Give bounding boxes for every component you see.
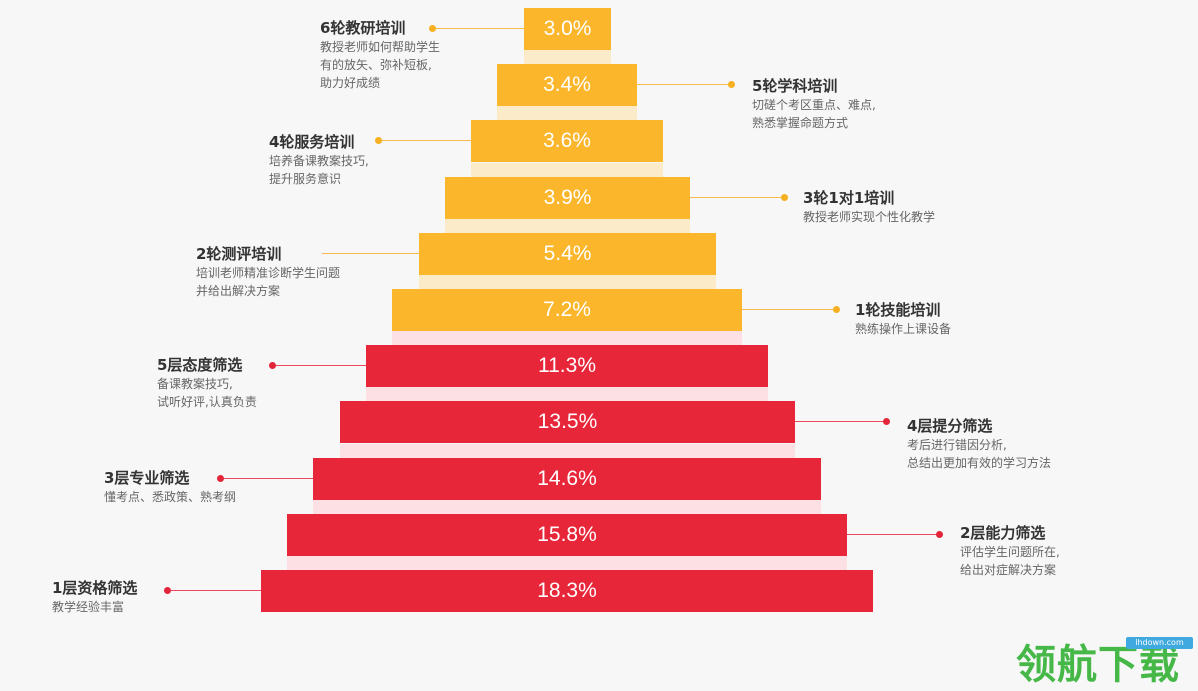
leader-line [436,28,524,29]
pyramid-tier-bar: 3.6% [471,120,663,162]
tier-label: 6轮教研培训教授老师如何帮助学生 有的放矢、弥补短板, 助力好成绩 [320,18,440,92]
step-shadow [419,275,716,289]
tier-description: 试听好评,认真负责 [157,395,257,409]
tier-label: 4层提分筛选考后进行错因分析, 总结出更加有效的学习方法 [907,416,1051,472]
tier-title: 5层态度筛选 [157,356,243,374]
tier-percentage: 15.8% [537,523,597,546]
tier-label: 5层态度筛选备课教案技巧, 试听好评,认真负责 [157,355,257,411]
tier-title: 4层提分筛选 [907,417,993,435]
tier-label: 3层专业筛选懂考点、悉政策、熟考纲 [104,468,236,506]
tier-percentage: 13.5% [537,410,598,433]
step-shadow [471,163,663,177]
leader-dot [164,587,171,594]
step-shadow [313,500,821,514]
tier-percentage: 3.9% [543,186,592,209]
watermark-url: lhdown.com [1126,637,1193,649]
leader-dot [936,531,943,538]
tier-title: 1轮技能培训 [855,301,941,319]
tier-title: 1层资格筛选 [52,579,138,597]
tier-title: 4轮服务培训 [269,133,355,151]
pyramid-tier-bar: 3.4% [497,64,637,106]
tier-percentage: 3.4% [543,73,591,96]
leader-line [382,140,471,141]
leader-dot [728,81,735,88]
leader-line [795,421,886,422]
tier-description: 熟悉掌握命题方式 [752,116,849,130]
leader-dot [217,475,224,482]
pyramid-tier-bar: 3.0% [524,8,611,50]
tier-label: 2轮测评培训培训老师精准诊断学生问题 并给出解决方案 [196,244,340,300]
tier-description: 有的放矢、弥补短板, [320,58,432,72]
step-shadow [392,331,742,345]
tier-percentage: 3.6% [543,129,591,152]
leader-line [847,534,939,535]
pyramid-tier-bar: 13.5% [340,401,795,443]
tier-description: 给出对症解决方案 [960,563,1057,577]
tier-title: 6轮教研培训 [320,19,406,37]
step-shadow [287,556,847,570]
pyramid-tier-bar: 14.6% [313,458,821,500]
tier-percentage: 18.3% [537,579,597,602]
tier-title: 3层专业筛选 [104,469,190,487]
tier-description: 备课教案技巧, [157,377,233,391]
leader-line [637,84,731,85]
pyramid-tier-bar: 18.3% [261,570,873,612]
tier-percentage: 3.0% [543,17,592,40]
tier-description: 助力好成绩 [320,76,381,90]
tier-description: 教学经验丰富 [52,600,125,614]
leader-line [742,309,836,310]
tier-title: 2层能力筛选 [960,524,1046,542]
tier-title: 5轮学科培训 [752,77,838,95]
tier-percentage: 11.3% [538,354,596,377]
leader-line [224,478,313,479]
tier-description: 培训老师精准诊断学生问题 [196,266,341,280]
tier-percentage: 14.6% [537,467,597,490]
step-shadow [497,106,637,120]
tier-description: 切磋个考区重点、难点, [752,98,876,112]
pyramid-tier-bar: 15.8% [287,514,847,556]
watermark-logo: 领航下载 [1016,642,1180,688]
step-shadow [524,50,611,64]
tier-description: 教授老师如何帮助学生 [320,40,441,54]
leader-line [276,365,366,366]
leader-dot [833,306,840,313]
tier-percentage: 5.4% [543,242,592,265]
tier-percentage: 7.2% [543,298,591,321]
step-shadow [445,219,690,233]
pyramid-tier-bar: 7.2% [392,289,742,331]
leader-dot [883,418,890,425]
leader-dot [375,137,382,144]
leader-line [322,253,419,254]
tier-label: 4轮服务培训培养备课教案技巧, 提升服务意识 [269,132,369,188]
tier-description: 提升服务意识 [269,172,342,186]
tier-description: 熟练操作上课设备 [855,322,952,336]
step-shadow [366,387,768,401]
leader-dot [269,362,276,369]
pyramid-tier-bar: 5.4% [419,233,716,275]
pyramid-tier-bar: 11.3% [366,345,768,387]
pyramid-tier-bar: 3.9% [445,177,690,219]
leader-line [171,590,261,591]
leader-line [690,197,784,198]
tier-description: 评估学生问题所在, [960,545,1060,559]
tier-description: 培养备课教案技巧, [269,154,369,168]
step-shadow [340,444,795,458]
tier-description: 懂考点、悉政策、熟考纲 [104,490,237,504]
tier-label: 1轮技能培训熟练操作上课设备 [855,300,951,338]
tier-description: 考后进行错因分析, [907,438,1007,452]
tier-label: 1层资格筛选教学经验丰富 [52,578,137,616]
tier-description: 并给出解决方案 [196,284,281,298]
tier-description: 教授老师实现个性化教学 [803,210,936,224]
tier-title: 3轮1对1培训 [803,189,895,207]
tier-description: 总结出更加有效的学习方法 [907,456,1052,470]
leader-dot [781,194,788,201]
tier-label: 3轮1对1培训教授老师实现个性化教学 [803,188,935,226]
leader-dot [429,25,436,32]
tier-title: 2轮测评培训 [196,245,282,263]
tier-label: 2层能力筛选评估学生问题所在, 给出对症解决方案 [960,523,1060,579]
tier-label: 5轮学科培训切磋个考区重点、难点, 熟悉掌握命题方式 [752,76,876,132]
